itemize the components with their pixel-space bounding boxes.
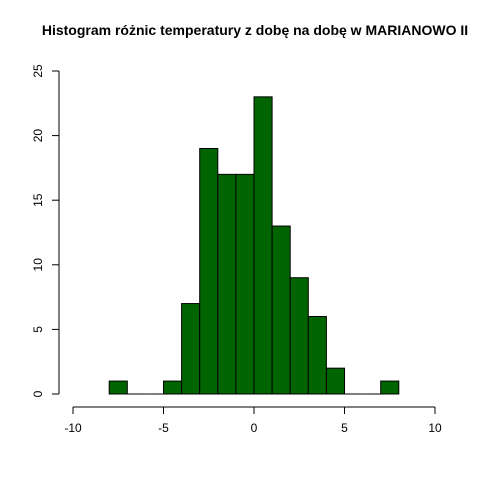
histogram-bar-12 [325,367,345,395]
y-tick-label: 15 [31,193,45,207]
histogram-bar-8 [253,96,273,395]
x-axis: -10 -5 0 5 10 [64,406,442,435]
x-tick-label: 10 [428,421,442,435]
x-tick-label: -10 [64,421,82,435]
chart-title: Histogram różnic temperatury z dobę na d… [42,22,468,38]
y-tick-label: 0 [31,390,45,397]
x-tick-label: 0 [251,421,258,435]
y-axis: 0 5 10 15 20 25 [31,64,60,397]
histogram-bar-6 [217,173,237,395]
histogram-bar-0 [108,380,128,395]
y-tick-label: 10 [31,258,45,272]
x-tick-label: 5 [341,421,348,435]
bars-group [108,96,400,395]
histogram-bar-9 [271,225,291,395]
histogram-bar-15 [380,380,400,395]
y-tick-label: 25 [31,64,45,78]
histogram-bar-11 [307,315,327,395]
histogram-bar-5 [199,148,219,395]
x-tick-label: -5 [158,421,169,435]
histogram-bar-7 [235,173,255,395]
histogram-bar-4 [181,303,201,395]
histogram-bar-3 [163,380,183,395]
y-tick-label: 5 [31,326,45,333]
y-tick-label: 20 [31,129,45,143]
histogram-bar-10 [289,277,309,395]
